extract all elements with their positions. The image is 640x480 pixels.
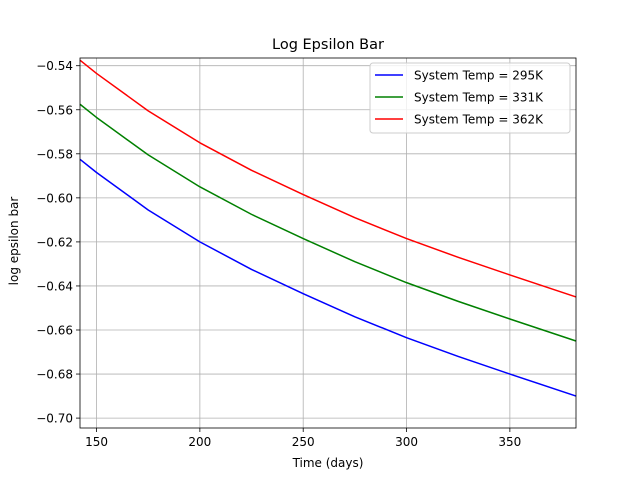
y-tick-label: −0.64 [36,279,73,293]
legend: System Temp = 295K System Temp = 331K Syst… [369,62,571,134]
legend-label-3: System Temp = 362K [414,113,544,127]
legend-box [369,62,571,134]
legend-label-1: System Temp = 295K [414,69,544,83]
grid-lines [80,58,576,428]
chart-title: Log Epsilon Bar [272,37,384,53]
plot-area-frame [79,57,577,429]
legend-label-2: System Temp = 331K [414,91,544,105]
x-axis-ticks: 150 200 250 300 350 [85,428,521,449]
y-tick-label: −0.62 [36,235,73,249]
x-tick-label: 150 [85,435,108,449]
y-tick-label: −0.60 [36,191,73,205]
y-axis-label: log epsilon bar [7,197,21,286]
y-axis-ticks: −0.54 −0.56 −0.58 −0.60 −0.62 −0.64 −0.66 −0.68… [36,59,80,426]
x-tick-label: 250 [292,435,315,449]
x-tick-label: 350 [498,435,521,449]
series-line-1 [79,158,577,397]
x-tick-label: 300 [395,435,418,449]
y-tick-label: −0.70 [36,412,73,426]
x-tick-label: 200 [188,435,211,449]
y-tick-label: −0.68 [36,368,73,382]
series-line-3 [79,59,577,298]
series-lines [79,59,577,397]
series-line-2 [79,103,577,342]
y-tick-label: −0.58 [36,147,73,161]
y-tick-label: −0.56 [36,103,73,117]
y-tick-label: −0.66 [36,323,73,337]
x-axis-label: Time (days) [292,456,364,470]
y-tick-label: −0.54 [36,59,73,73]
